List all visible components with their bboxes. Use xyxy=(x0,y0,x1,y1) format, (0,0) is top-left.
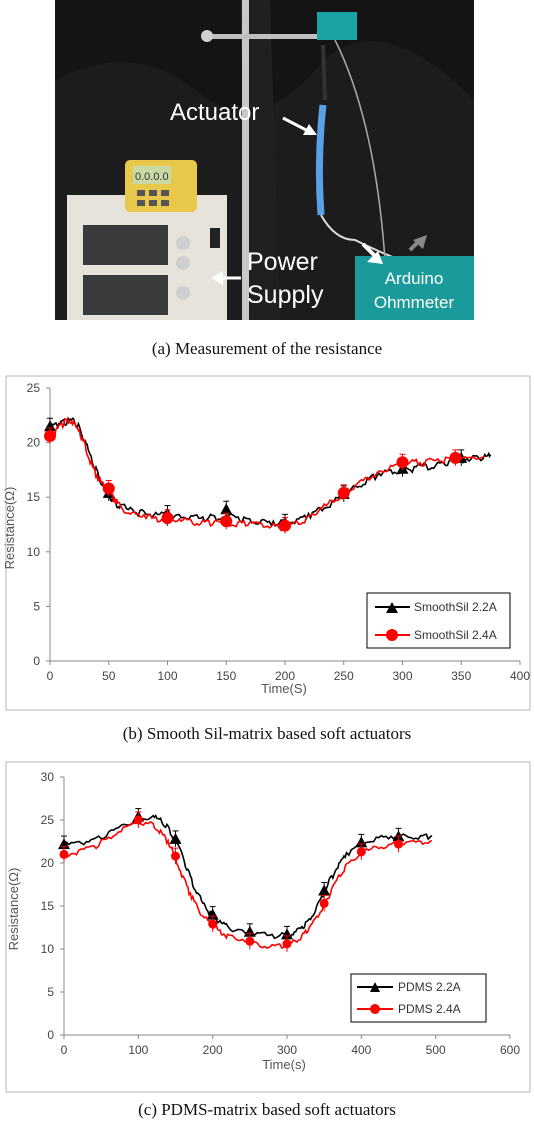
chart-b: 0 5 10 15 20 25 0 50 100 150 200 250 300 350 400 Time… xyxy=(2,375,531,711)
c-point-circle xyxy=(59,849,69,859)
legend-c-label-0: PDMS 2.2A xyxy=(398,980,461,994)
stand-rod xyxy=(242,0,249,320)
meter-display-text: 0.0.0.0 xyxy=(135,171,169,183)
b-xtick-label: 400 xyxy=(510,669,530,683)
c-xtick-label: 500 xyxy=(426,1043,446,1057)
b-ytick-label: 15 xyxy=(27,490,41,504)
c-xtick-label: 400 xyxy=(351,1043,371,1057)
b-point-circle xyxy=(337,486,350,499)
c-ytick-label: 15 xyxy=(41,899,55,913)
c-ytick-label: 30 xyxy=(41,770,55,784)
chart-c: 0 5 10 15 20 25 30 0 100 200 300 400 500 600 Time(s)… xyxy=(5,761,531,1093)
chart-c-ylabel: Resistance(Ω) xyxy=(6,868,21,951)
c-point-circle xyxy=(394,839,403,849)
c-point-circle xyxy=(319,898,329,908)
b-xtick-label: 300 xyxy=(392,669,412,683)
chart-b-legend: SmoothSil 2.2A SmoothSil 2.4A xyxy=(366,592,511,649)
c-series-line-0 xyxy=(63,814,433,940)
c-xtick-label: 0 xyxy=(61,1043,68,1057)
measurement-photo: 0.0.0.0 Arduino Ohmmeter Actuator Power … xyxy=(55,0,474,320)
c-point-triangle xyxy=(206,908,219,920)
c-xtick-label: 200 xyxy=(203,1043,223,1057)
legend-c-marker-1 xyxy=(370,1004,380,1014)
legend-c-marker-0 xyxy=(370,982,380,992)
c-xtick-label: 100 xyxy=(128,1043,148,1057)
b-xtick-label: 50 xyxy=(102,669,116,683)
b-point-circle xyxy=(44,430,56,443)
c-ytick-label: 10 xyxy=(41,942,55,956)
c-point-circle xyxy=(356,847,366,857)
caption-b: (b) Smooth Sil-matrix based soft actuato… xyxy=(122,724,412,743)
chart-b-ylabel: Resistance(Ω) xyxy=(2,487,17,570)
b-ytick-label: 0 xyxy=(33,654,40,668)
arduino-label-line2: Ohmmeter xyxy=(374,293,455,312)
c-point-triangle xyxy=(318,884,331,896)
legend-b-label-0: SmoothSil 2.2A xyxy=(414,600,497,614)
c-point-circle xyxy=(282,939,292,949)
c-point-triangle xyxy=(281,928,293,940)
c-ytick-label: 25 xyxy=(41,813,55,827)
c-xtick-label: 300 xyxy=(277,1043,297,1057)
b-xtick-label: 350 xyxy=(451,669,471,683)
c-point-circle xyxy=(245,936,255,946)
chart-b-xlabel: Time(S) xyxy=(261,681,307,696)
b-xtick-label: 0 xyxy=(47,669,54,683)
b-point-circle xyxy=(220,515,233,528)
legend-c-label-1: PDMS 2.4A xyxy=(398,1002,461,1016)
b-ytick-label: 10 xyxy=(27,545,41,559)
c-xtick-label: 600 xyxy=(500,1043,520,1057)
arduino-label-line1: Arduino xyxy=(385,269,444,288)
b-point-triangle xyxy=(220,503,233,515)
c-ytick-label: 0 xyxy=(47,1028,54,1042)
b-point-circle xyxy=(161,511,174,524)
caption-a: (a) Measurement of the resistance xyxy=(151,339,383,358)
chart-c-xlabel: Time(s) xyxy=(262,1057,306,1072)
b-point-circle xyxy=(396,456,409,469)
b-xtick-label: 100 xyxy=(157,669,177,683)
legend-b-marker-1 xyxy=(386,629,398,641)
b-xtick-label: 150 xyxy=(216,669,236,683)
photo-illustration: 0.0.0.0 Arduino Ohmmeter Actuator Power … xyxy=(55,0,474,320)
actuator-label: Actuator xyxy=(170,99,259,126)
b-point-circle xyxy=(279,519,291,532)
b-xtick-label: 250 xyxy=(334,669,354,683)
legend-b-marker-0 xyxy=(386,602,398,613)
c-point-circle xyxy=(133,815,143,825)
c-ytick-label: 20 xyxy=(41,856,55,870)
binder-clip xyxy=(317,12,357,40)
b-point-circle xyxy=(102,482,115,495)
c-point-triangle xyxy=(243,925,256,937)
b-point-circle xyxy=(449,451,462,464)
c-point-triangle xyxy=(355,836,368,848)
c-point-circle xyxy=(208,919,218,929)
c-point-circle xyxy=(171,851,180,861)
chart-c-legend: PDMS 2.2A PDMS 2.4A xyxy=(350,973,487,1023)
arduino-box xyxy=(355,256,474,320)
c-ytick-label: 5 xyxy=(47,985,54,999)
power-label-line2: Supply xyxy=(247,281,324,309)
caption-c: (c) PDMS-matrix based soft actuators xyxy=(138,1100,396,1119)
b-xtick-label: 200 xyxy=(275,669,295,683)
c-point-triangle xyxy=(169,832,182,844)
b-ytick-label: 25 xyxy=(27,381,41,395)
power-label-line1: Power xyxy=(247,248,318,276)
c-series-line-1 xyxy=(63,818,433,950)
legend-b-label-1: SmoothSil 2.4A xyxy=(414,628,497,642)
actuator-strip xyxy=(315,104,327,216)
b-ytick-label: 20 xyxy=(27,436,41,450)
b-ytick-label: 5 xyxy=(33,599,40,613)
